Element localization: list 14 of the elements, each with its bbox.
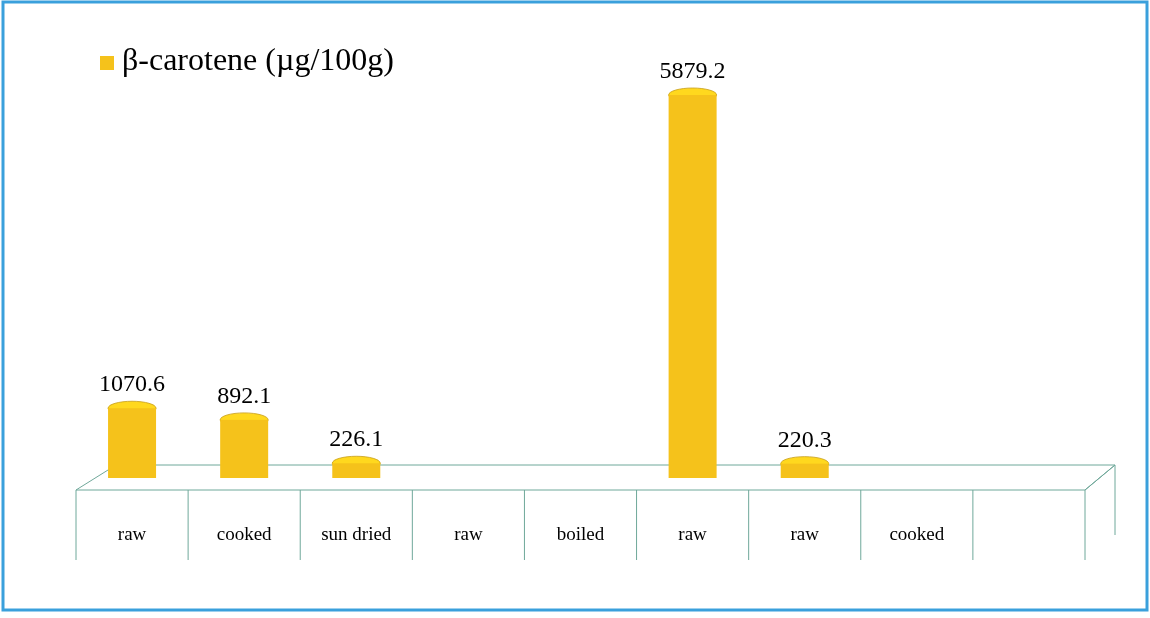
data-label: 5879.2 <box>659 57 726 83</box>
x-tick-label: cooked <box>216 523 273 544</box>
data-label: 892.1 <box>217 381 272 408</box>
x-tick-label: raw <box>117 523 147 544</box>
x-tick-label: boiled <box>556 523 605 544</box>
x-tick-label: cooked <box>889 523 945 544</box>
data-label: 220.3 <box>777 425 832 452</box>
legend-label: β-carotene (µg/100g) <box>122 41 394 77</box>
x-tick-label: raw <box>454 523 483 544</box>
x-tick-label: raw <box>790 523 820 544</box>
data-label: 1070.6 <box>99 370 166 397</box>
x-tick-label: raw <box>678 523 708 544</box>
x-tick-label: sun dried <box>321 523 392 544</box>
data-label: 226.1 <box>329 425 384 452</box>
